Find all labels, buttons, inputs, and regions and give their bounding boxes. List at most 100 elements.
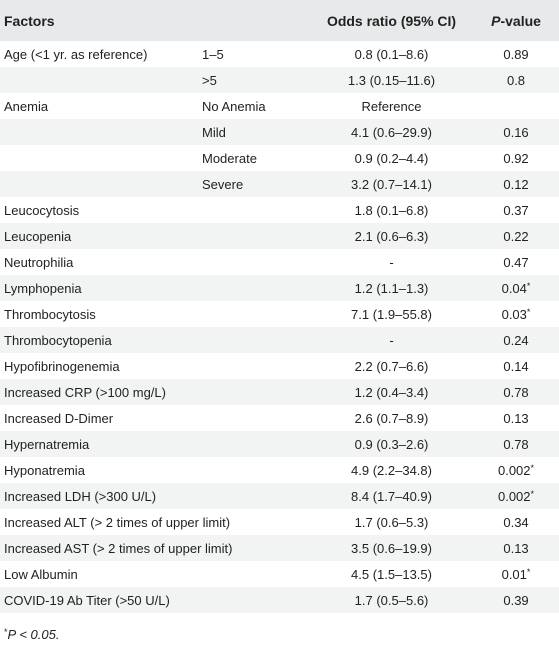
header-p-value: P-value [473,0,559,41]
factor-cell: Neutrophilia [4,254,74,270]
table-row: Increased CRP (>100 mg/L) 1.2 (0.4–3.4) 0.… [0,379,559,405]
odds-ratio-cell: 4.5 (1.5–13.5) [351,566,432,582]
p-value-cell: 0.39 [473,587,559,613]
subgroup-cell [202,457,310,483]
header-factors: Factors [4,12,55,29]
p-value-cell: 0.92 [473,145,559,171]
p-value-cell: 0.24 [473,327,559,353]
subgroup-cell [202,379,310,405]
table-row: Increased ALT (> 2 times of upper limit)… [0,509,559,535]
p-value-text: 0.89 [503,46,529,62]
significance-mark: * [526,280,531,291]
p-value-text: 0.01 [501,566,527,582]
table-row: Moderate 0.9 (0.2–4.4) 0.92 [0,145,559,171]
odds-ratio-cell: 1.8 (0.1–6.8) [354,202,429,218]
table-row: Hypernatremia 0.9 (0.3–2.6) 0.78 [0,431,559,457]
p-value-text: 0.78 [503,436,529,452]
table-row: Lymphopenia 1.2 (1.1–1.3) 0.04* [0,275,559,301]
p-value-cell: 0.002* [473,457,559,483]
table-row: >5 1.3 (0.15–11.6) 0.8 [0,67,559,93]
odds-ratio-cell: 0.9 (0.2–4.4) [354,150,429,166]
odds-ratio-table: Factors Odds ratio (95% CI) P-value Age … [0,0,559,613]
p-value-cell: 0.03* [473,301,559,327]
odds-ratio-cell: - [389,332,394,348]
table-body: Age (<1 yr. as reference) 1–5 0.8 (0.1–8.6… [0,41,559,613]
p-value-cell [473,93,559,119]
table-row: Thrombocytosis 7.1 (1.9–55.8) 0.03* [0,301,559,327]
factor-cell: Hypofibrinogenemia [4,358,120,374]
subgroup-cell: Mild [202,124,226,140]
table-row: Hyponatremia 4.9 (2.2–34.8) 0.002* [0,457,559,483]
p-value-cell: 0.8 [473,67,559,93]
p-value-cell: 0.16 [473,119,559,145]
p-value-text: 0.13 [503,540,529,556]
p-value-cell: 0.01* [473,561,559,587]
odds-ratio-cell: 7.1 (1.9–55.8) [351,306,432,322]
p-value-cell: 0.002* [473,483,559,509]
factor-cell [0,145,202,171]
p-value-text: 0.13 [503,410,529,426]
p-value-cell: 0.37 [473,197,559,223]
odds-ratio-cell: 3.5 (0.6–19.9) [351,540,432,556]
subgroup-cell [202,431,310,457]
p-value-text: 0.03 [501,306,527,322]
table-row: Thrombocytopenia - 0.24 [0,327,559,353]
p-value-text: 0.47 [503,254,529,270]
factor-cell: Leucocytosis [4,202,80,218]
header-odds-ratio: Odds ratio (95% CI) [326,12,457,29]
p-value-text: 0.14 [503,358,529,374]
odds-ratio-cell: Reference [361,98,422,114]
odds-ratio-cell: 2.2 (0.7–6.6) [354,358,429,374]
p-value-text: 0.92 [503,150,529,166]
table-footnote: *P < 0.05. [0,627,559,642]
subgroup-cell [202,353,310,379]
p-value-cell: 0.13 [473,535,559,561]
p-value-cell: 0.78 [473,379,559,405]
table-row: Leucopenia 2.1 (0.6–6.3) 0.22 [0,223,559,249]
odds-ratio-cell: 3.2 (0.7–14.1) [351,176,432,192]
p-value-cell: 0.78 [473,431,559,457]
odds-ratio-cell: 8.4 (1.7–40.9) [351,488,432,504]
table-row: Anemia No Anemia Reference [0,93,559,119]
subgroup-cell [202,483,310,509]
odds-ratio-cell: 1.2 (1.1–1.3) [354,280,429,296]
p-value-text: 0.8 [506,72,526,88]
table-row: Hypofibrinogenemia 2.2 (0.7–6.6) 0.14 [0,353,559,379]
header-p-italic: P [491,12,501,29]
factor-cell [0,171,202,197]
factor-cell: Low Albumin [4,566,78,582]
subgroup-cell [202,561,310,587]
p-value-text: 0.24 [503,332,529,348]
odds-ratio-cell: 0.9 (0.3–2.6) [354,436,429,452]
p-value-text: 0.39 [503,592,529,608]
p-value-text: 0.16 [503,124,529,140]
table-row: Neutrophilia - 0.47 [0,249,559,275]
p-value-cell: 0.89 [473,41,559,67]
factor-cell [0,119,202,145]
factor-cell: Increased AST (> 2 times of upper limit) [4,540,233,556]
p-value-text: 0.34 [503,514,529,530]
subgroup-cell [202,249,310,275]
subgroup-cell [202,223,310,249]
p-value-cell: 0.47 [473,249,559,275]
p-value-text: 0.37 [503,202,529,218]
p-value-text: 0.12 [503,176,529,192]
subgroup-cell [202,301,310,327]
p-value-cell: 0.22 [473,223,559,249]
p-value-text: 0.78 [503,384,529,400]
footnote-text: P < 0.05. [7,627,60,642]
subgroup-cell [202,327,310,353]
factor-cell: Lymphopenia [4,280,82,296]
table-row: Severe 3.2 (0.7–14.1) 0.12 [0,171,559,197]
p-value-cell: 0.34 [473,509,559,535]
factor-cell: Leucopenia [4,228,72,244]
factor-cell: Hypernatremia [4,436,90,452]
footnote-mark: * [4,627,8,637]
factor-cell: Increased CRP (>100 mg/L) [4,384,166,400]
factor-cell: Anemia [4,98,49,114]
subgroup-cell [202,275,310,301]
table-row: Mild 4.1 (0.6–29.9) 0.16 [0,119,559,145]
factor-cell: Increased D-Dimer [4,410,114,426]
p-value-text: 0.04 [501,280,527,296]
subgroup-cell [202,197,310,223]
